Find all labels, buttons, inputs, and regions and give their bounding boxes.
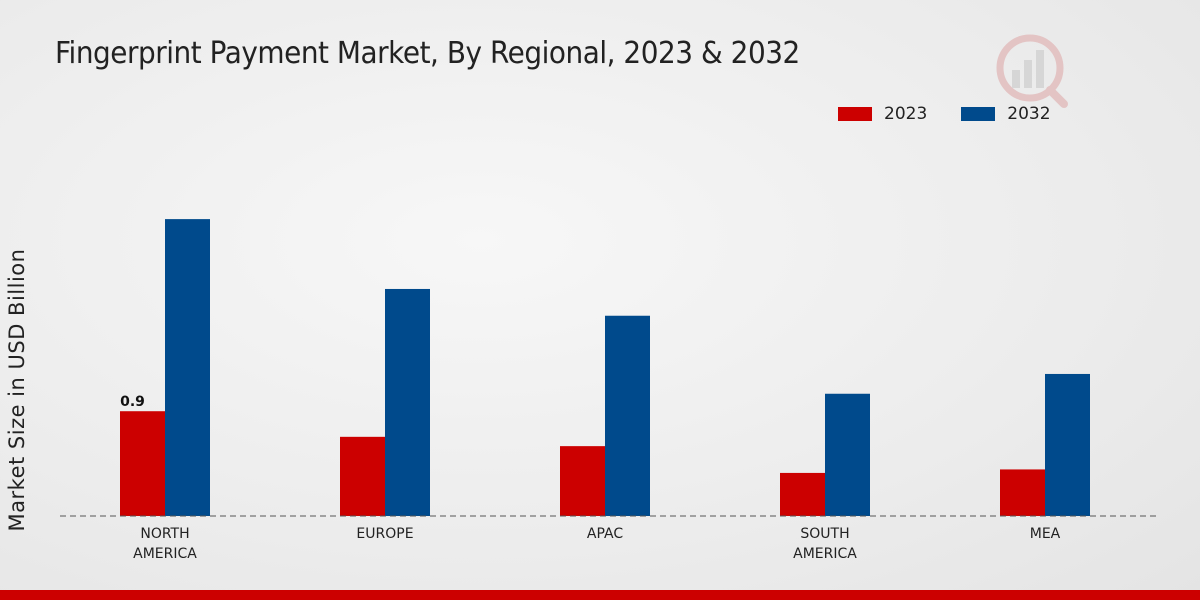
bar-2023-1 xyxy=(340,436,385,516)
x-tick-label-line: NORTH xyxy=(140,526,189,542)
footer-bar xyxy=(0,590,1200,600)
legend-swatch-2032 xyxy=(961,107,996,121)
bar-2023-2 xyxy=(560,446,605,516)
x-tick-label-line: AMERICA xyxy=(133,546,197,562)
x-tick-label-4: MEA xyxy=(1030,526,1061,542)
legend-swatch-2023 xyxy=(838,107,872,121)
bar-2023-3 xyxy=(780,472,825,516)
legend: 2023 2032 xyxy=(838,104,1085,124)
x-tick-label-line: AMERICA xyxy=(793,546,857,562)
x-tick-label-line: EUROPE xyxy=(356,526,413,542)
x-tick-label-line: SOUTH xyxy=(800,526,849,542)
x-tick-label-3: SOUTH AMERICA xyxy=(793,526,857,562)
bar-2023-0 xyxy=(120,411,165,516)
legend-label-2023: 2023 xyxy=(884,104,928,124)
x-tick-label-2: APAC xyxy=(587,526,623,542)
legend-item-2032: 2032 xyxy=(961,104,1051,124)
x-tick-label-line: APAC xyxy=(587,526,623,542)
bar-2023-4 xyxy=(1000,469,1045,516)
x-tick-label-1: EUROPE xyxy=(356,526,413,542)
data-label-2023-0: 0.9 xyxy=(120,394,145,410)
legend-label-2032: 2032 xyxy=(1007,104,1051,124)
chart-title: Fingerprint Payment Market, By Regional,… xyxy=(55,36,800,71)
x-tick-label-0: NORTH AMERICA xyxy=(133,526,197,562)
bar-2032-4 xyxy=(1045,373,1090,516)
bar-2032-0 xyxy=(165,219,210,516)
market-research-logo-icon xyxy=(996,34,1068,108)
bar-2032-3 xyxy=(825,393,870,516)
bar-2032-2 xyxy=(605,315,650,516)
bar-2032-1 xyxy=(385,288,430,516)
legend-item-2023: 2023 xyxy=(838,104,927,124)
x-tick-label-line: MEA xyxy=(1030,526,1061,542)
